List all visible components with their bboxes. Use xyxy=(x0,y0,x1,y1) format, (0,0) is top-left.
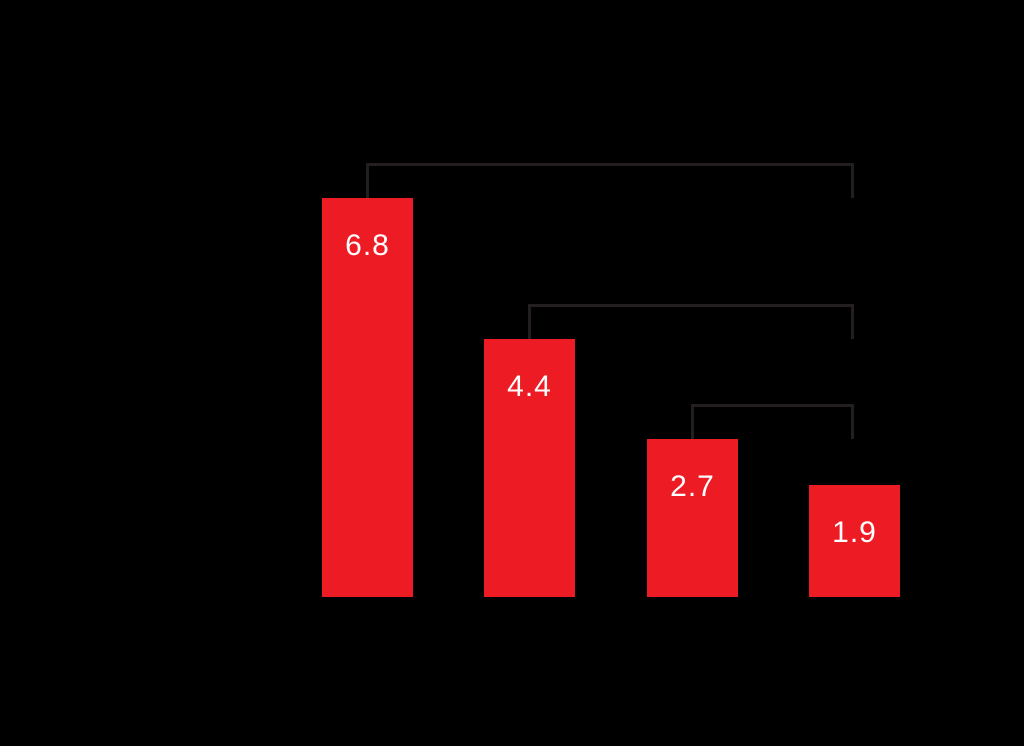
bar: 6.8 xyxy=(322,198,413,597)
bar-value-label: 2.7 xyxy=(670,470,715,503)
significance-bracket xyxy=(691,404,854,439)
significance-bracket xyxy=(366,163,854,198)
bar: 1.9 xyxy=(809,485,900,597)
bar: 2.7 xyxy=(647,439,738,597)
bar-value-label: 4.4 xyxy=(507,370,552,403)
significance-bracket xyxy=(528,304,854,339)
bar-value-label: 1.9 xyxy=(832,516,877,549)
bar-value-label: 6.8 xyxy=(345,229,390,262)
bar: 4.4 xyxy=(484,339,575,597)
